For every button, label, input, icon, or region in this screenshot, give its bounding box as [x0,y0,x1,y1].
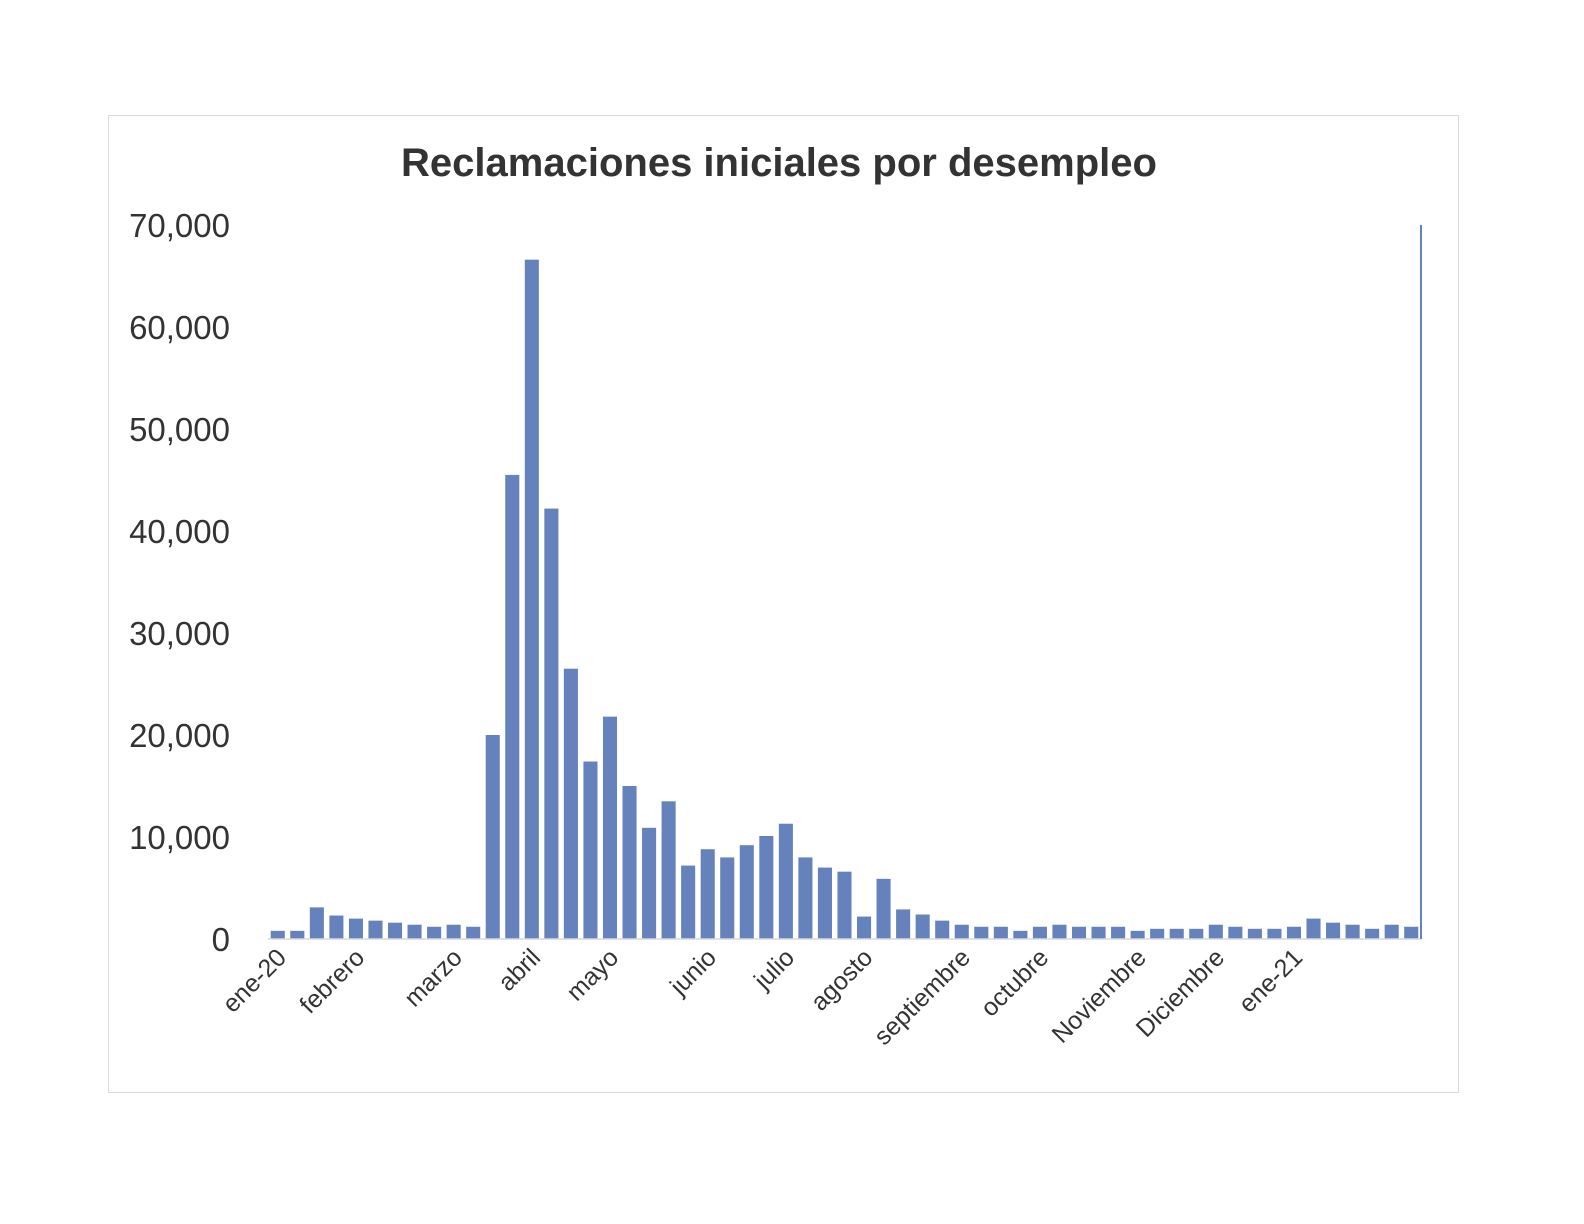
bar [876,878,891,939]
bar [407,924,422,939]
bar [1071,926,1087,939]
bar [896,909,911,939]
bar [602,716,618,939]
bar [954,924,969,939]
bar [622,786,637,939]
bar [309,907,324,939]
bar [1267,928,1282,939]
bar [1228,926,1243,939]
bar [1286,926,1302,939]
bar [915,914,930,939]
y-tick-label: 40,000 [129,513,230,550]
x-tick-label: febrero [294,943,370,1019]
bar [1013,930,1028,939]
bar [817,867,832,939]
bar [427,926,442,939]
bar [446,924,461,939]
bar [368,920,383,939]
bar [681,865,696,939]
bar [329,915,344,939]
bar [700,849,715,939]
x-tick-label: septiembre [869,943,976,1050]
x-tick-label: agosto [805,943,878,1016]
bar [466,926,481,939]
bar [661,801,676,939]
x-tick-label: mayo [561,943,624,1006]
bar [1130,930,1145,939]
y-tick-label: 70,000 [129,207,230,244]
bar [798,857,813,939]
x-tick-label: julio [748,943,800,995]
y-tick-label: 20,000 [129,717,230,754]
bar [524,259,539,939]
bar [1150,928,1165,939]
bar [778,823,793,939]
y-tick-label: 50,000 [129,411,230,448]
bar [348,918,363,939]
y-tick-label: 60,000 [129,309,230,346]
bar [1052,924,1067,939]
bar [759,835,774,939]
bar [1365,928,1380,939]
bar [1091,926,1106,939]
x-tick-label: Noviembre [1047,943,1152,1048]
bar [857,916,872,939]
bar [1345,924,1360,939]
y-tick-label: 10,000 [129,819,230,856]
bar [583,761,598,939]
bar [974,926,989,939]
bar [1404,926,1419,939]
x-tick-label: marzo [399,943,468,1012]
bar [290,930,305,939]
y-tick-label: 0 [212,921,230,958]
bar [485,735,500,939]
bar [642,827,657,939]
bar [544,508,559,939]
bar [563,668,578,939]
bar [1189,928,1204,939]
bar [505,474,520,939]
bar [1169,928,1184,939]
bar [1326,922,1341,939]
bar [993,926,1008,939]
bar [935,920,950,939]
bar [1208,924,1223,939]
bar [720,857,735,939]
bar [1032,926,1047,939]
bar [270,930,285,939]
bar [387,922,403,939]
bar [1306,918,1321,939]
bar [1247,928,1262,939]
chart-title: Reclamaciones iniciales por desempleo [401,141,1157,185]
x-tick-label: octubre [975,943,1054,1022]
y-tick-label: 30,000 [129,615,230,652]
bars [270,259,1419,939]
x-tick-label: ene-21 [1233,943,1308,1018]
x-tick-label: junio [664,943,722,1001]
x-tick-label: abril [493,943,546,996]
bar [1111,926,1126,939]
y-axis: 0 10,000 20,000 30,000 40,000 50,000 60,000 70,… [129,207,230,958]
bar [1384,924,1399,939]
bar [739,845,754,939]
bar [837,871,852,939]
